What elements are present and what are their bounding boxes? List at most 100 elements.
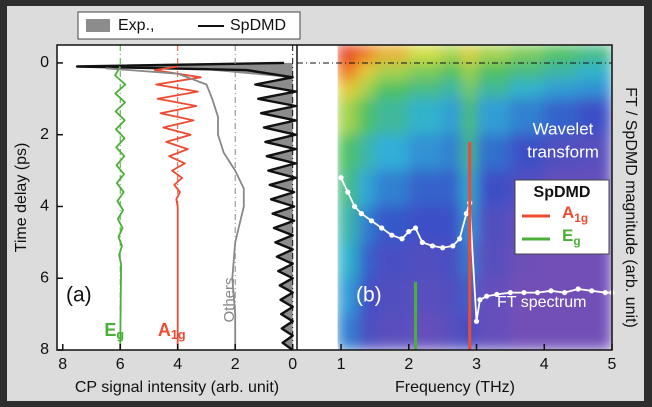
marker <box>602 289 608 296</box>
x-tick-label: 5 <box>608 356 617 373</box>
heatmap-cell <box>337 134 359 172</box>
heatmap-cell <box>337 98 359 136</box>
x-tick-label: 0 <box>288 356 297 373</box>
marker <box>379 225 385 231</box>
heatmap-cell <box>462 98 478 136</box>
legend-box <box>77 11 301 40</box>
heatmap-cell <box>408 62 444 82</box>
x-tick-label: 1 <box>337 356 346 373</box>
heatmap-cell <box>509 98 545 136</box>
marker <box>368 218 375 224</box>
x-tick-label: 4 <box>173 356 182 373</box>
series-label: Others <box>221 277 238 322</box>
heatmap-cell <box>577 98 612 136</box>
heatmap-cell <box>357 80 376 100</box>
x-tick-label: 4 <box>540 356 549 373</box>
heatmap-cell <box>337 80 359 100</box>
line <box>153 65 202 350</box>
heatmap-cell <box>408 170 444 207</box>
x-tick-label: 2 <box>404 356 413 373</box>
marker <box>456 236 463 242</box>
heatmap-cell <box>509 134 545 172</box>
heatmap-cell <box>357 45 376 64</box>
heatmap-cell <box>543 313 579 350</box>
heatmap-cell <box>476 241 511 279</box>
marker <box>345 189 351 195</box>
heatmap-cell <box>442 313 464 350</box>
marker <box>484 293 490 299</box>
x-axis-label: CP signal intensity (arb. unit) <box>75 379 279 396</box>
marker <box>494 291 500 297</box>
heatmap-cell <box>442 205 464 243</box>
heatmap-cell <box>374 277 410 315</box>
heatmap-cell <box>543 62 579 82</box>
heatmap-cell <box>374 62 410 82</box>
marker <box>358 211 364 217</box>
heatmap-cell <box>543 45 579 64</box>
line <box>114 66 127 351</box>
heatmap-cell <box>476 170 511 207</box>
legend-swatch <box>86 19 110 32</box>
y-tick-label: 0 <box>40 54 49 71</box>
heatmap-cell <box>357 98 376 136</box>
heatmap-cell <box>337 45 359 64</box>
annotation: Wavelet <box>533 119 594 138</box>
legend-label: A1g <box>562 203 588 225</box>
panel-label: (b) <box>356 284 382 307</box>
heatmap-cell <box>577 313 612 350</box>
plot-frame <box>56 44 613 351</box>
heatmap-cell <box>509 313 545 350</box>
heatmap-cell <box>462 62 478 82</box>
heatmap-cell <box>543 277 579 315</box>
heatmap-cell <box>408 313 444 350</box>
marker <box>548 288 554 294</box>
heatmap-cell <box>442 134 464 172</box>
heatmap-cell <box>357 170 376 207</box>
marker <box>534 289 541 296</box>
heatmap-cell <box>408 80 444 100</box>
heatmap-cell <box>357 241 376 279</box>
y-axis-label: Time delay (ps) <box>13 143 30 253</box>
heatmap-cell <box>357 277 376 315</box>
heatmap-cell <box>476 98 511 136</box>
heatmap-cell <box>476 45 511 64</box>
x-tick-label: 2 <box>231 356 240 373</box>
heatmap-cell <box>543 98 579 136</box>
legend-label: Eg <box>562 226 581 248</box>
heatmap-cell <box>337 313 359 350</box>
annotation: transform <box>527 142 599 161</box>
marker <box>389 232 395 238</box>
heatmap-cell <box>408 277 444 315</box>
heatmap-cell <box>442 170 464 207</box>
heatmap-cell <box>509 62 545 82</box>
series-label: FT spectrum <box>497 294 587 311</box>
heatmap-cell <box>408 98 444 136</box>
x-tick-label: 8 <box>58 356 67 373</box>
heatmap-cell <box>374 313 410 350</box>
marker <box>338 175 344 181</box>
heatmap-cell <box>476 277 511 315</box>
heatmap-cell <box>476 134 511 172</box>
y-tick-label: 2 <box>40 126 49 143</box>
heatmap-cell <box>374 134 410 172</box>
marker <box>406 228 412 235</box>
heatmap-cell <box>442 80 464 100</box>
heatmap-cell <box>408 45 444 64</box>
marker <box>440 245 446 251</box>
panel-label: (a) <box>66 284 92 307</box>
heatmap-cell <box>337 277 359 315</box>
marker <box>561 289 568 296</box>
heatmap-cell <box>577 45 612 64</box>
series-label: Eg <box>104 320 124 343</box>
y2-axis-label: FT / SpDMD magnitude (arb. unit) <box>622 87 639 328</box>
heatmap-cell <box>442 62 464 82</box>
marker <box>399 236 405 242</box>
line <box>105 67 245 350</box>
heatmap-cell <box>577 134 612 172</box>
series-label: A1g <box>158 320 186 343</box>
heatmap-cell <box>374 80 410 100</box>
marker <box>473 318 480 324</box>
heatmap-cell <box>357 62 376 82</box>
heatmap-cell <box>442 45 464 64</box>
marker <box>575 286 581 292</box>
